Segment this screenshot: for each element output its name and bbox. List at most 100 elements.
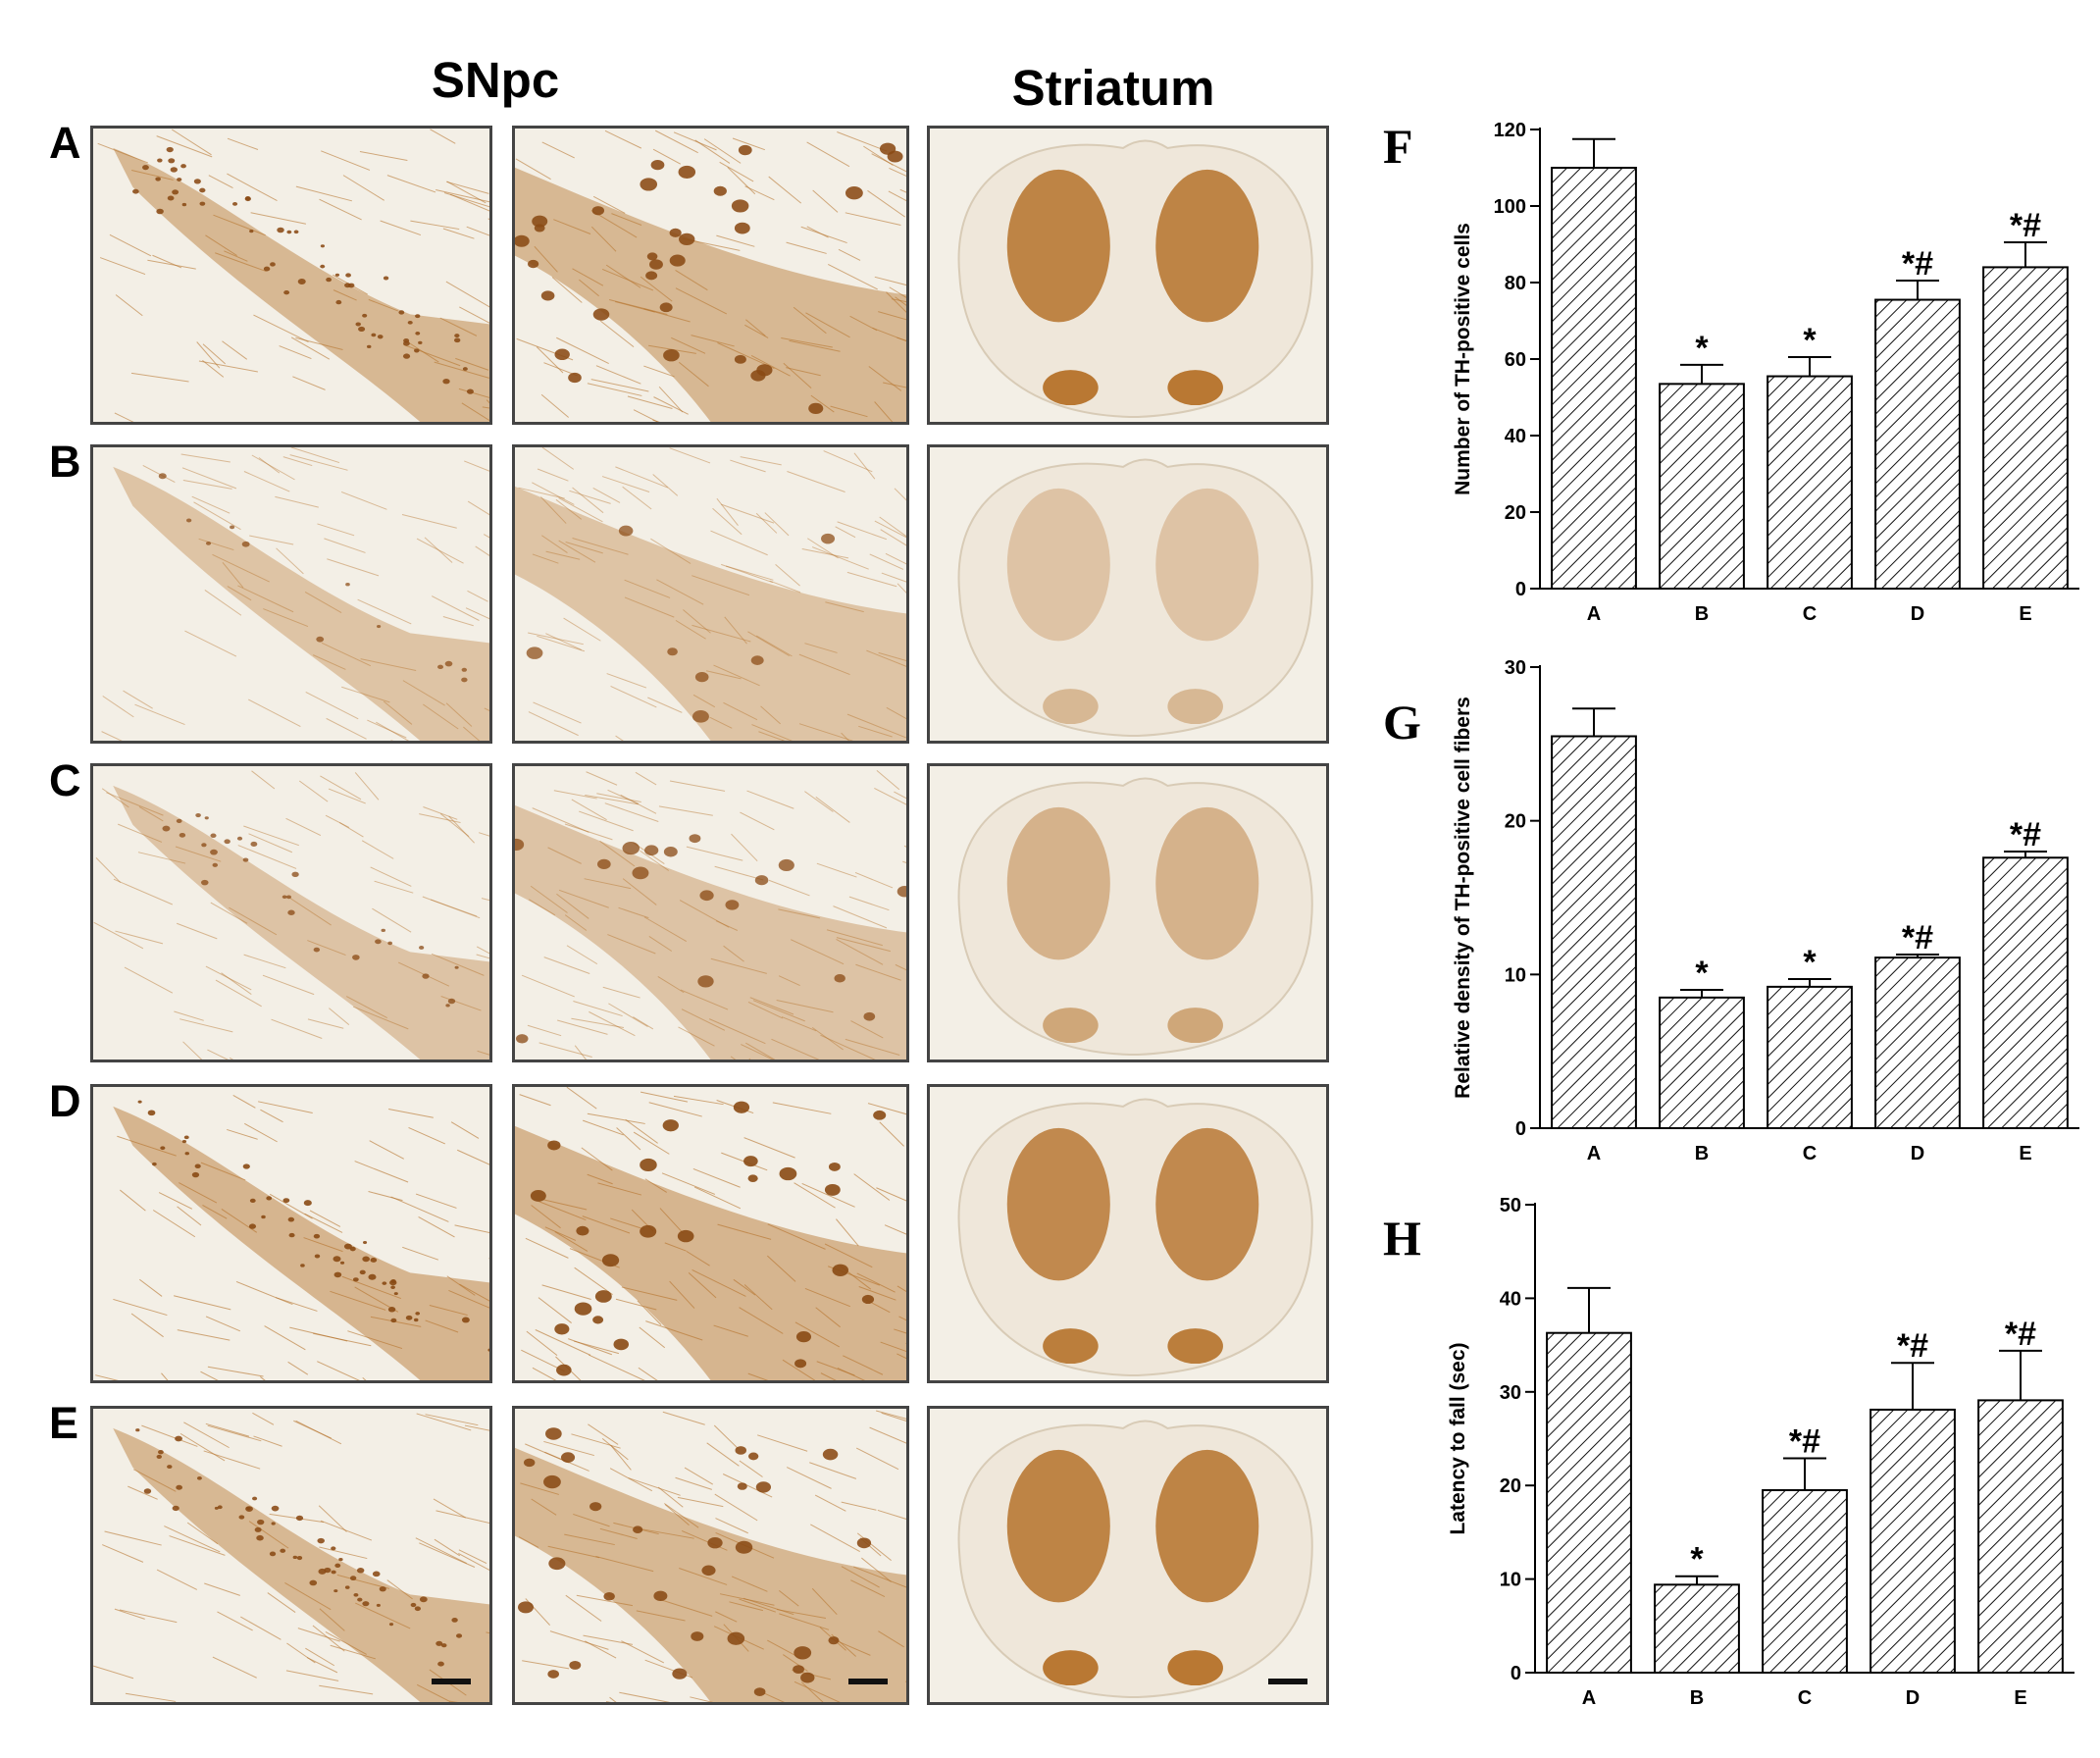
bar-chart-f: 0 20 40 60 80 100 120 Number of TH-positive cel…: [1452, 120, 2079, 625]
significance-marker: *#: [2010, 207, 2041, 244]
row-label-d: D: [49, 1076, 81, 1126]
tissue-image: [957, 1420, 1313, 1699]
row-label-e: E: [49, 1398, 79, 1448]
y-tick-label: 60: [1505, 349, 1526, 371]
bar-c: [1762, 1488, 1848, 1674]
scale-bar: [848, 1679, 888, 1684]
significance-marker: *: [1803, 322, 1817, 359]
significance-marker: *#: [2005, 1316, 2036, 1353]
micrograph-a-snpc-low-mag: [90, 126, 492, 425]
micrograph-d-snpc-high-mag: [512, 1084, 909, 1383]
y-tick-label: 0: [1515, 1118, 1526, 1140]
column-header-snpc: SNpc: [431, 52, 560, 108]
micrograph-b-striatum: [927, 444, 1329, 744]
bar-chart-g: 0 10 20 30 Relative density of TH-positive c…: [1452, 657, 2079, 1164]
y-tick-label: 0: [1511, 1663, 1521, 1684]
bar-c: [1767, 375, 1853, 590]
y-axis-label: Relative density of TH-positive cell fib…: [1452, 697, 1474, 1099]
tissue-image: [957, 777, 1313, 1057]
significance-marker: *#: [1902, 245, 1933, 283]
bar-e: [1977, 1399, 2064, 1675]
tissue-image: [515, 129, 906, 422]
tissue-image: [515, 447, 906, 741]
significance-marker: *: [1803, 944, 1817, 981]
y-tick-label: 40: [1500, 1288, 1521, 1310]
micrograph-d-snpc-low-mag: [90, 1084, 492, 1383]
y-axis-label: Number of TH-positive cells: [1452, 223, 1474, 495]
tissue-image: [515, 1087, 906, 1380]
micrograph-b-snpc-high-mag: [512, 444, 909, 744]
micrograph-e-snpc-low-mag: [90, 1406, 492, 1705]
y-tick-label: 20: [1500, 1475, 1521, 1497]
micrograph-a-snpc-high-mag: [512, 126, 909, 425]
row-label-a: A: [49, 118, 81, 168]
y-tick-label: 120: [1494, 120, 1526, 141]
x-tick-label: D: [1911, 603, 1924, 625]
y-tick-label: 10: [1505, 964, 1526, 986]
x-tick-label: E: [2014, 1687, 2026, 1709]
tissue-image: [957, 139, 1313, 419]
scale-bar: [432, 1679, 471, 1684]
chart-label-g: G: [1383, 695, 1421, 750]
x-tick-label: A: [1582, 1687, 1596, 1709]
column-header-striatum: Striatum: [1011, 60, 1215, 116]
row-label-c: C: [49, 755, 81, 805]
tissue-image: [97, 129, 489, 422]
y-axis-label: Latency to fall (sec): [1447, 1342, 1469, 1534]
significance-marker: *#: [1897, 1327, 1928, 1365]
x-tick-label: B: [1695, 1143, 1709, 1164]
micrograph-e-snpc-high-mag: [512, 1406, 909, 1705]
micrograph-e-striatum: [927, 1406, 1329, 1705]
y-tick-label: 30: [1505, 657, 1526, 679]
y-tick-label: 20: [1505, 502, 1526, 524]
y-tick-label: 30: [1500, 1382, 1521, 1404]
tissue-image: [95, 1095, 489, 1380]
x-tick-label: C: [1803, 1143, 1817, 1164]
significance-marker: *#: [2010, 816, 2041, 853]
micrograph-d-striatum: [927, 1084, 1329, 1383]
x-tick-label: B: [1695, 603, 1709, 625]
y-tick-label: 80: [1505, 273, 1526, 294]
significance-marker: *: [1695, 330, 1709, 367]
x-tick-label: C: [1803, 603, 1817, 625]
x-tick-label: D: [1906, 1687, 1920, 1709]
bar-b: [1654, 1583, 1740, 1675]
x-tick-label: A: [1587, 1143, 1601, 1164]
tissue-image: [93, 770, 489, 1060]
y-tick-label: 40: [1505, 426, 1526, 447]
y-tick-label: 50: [1500, 1195, 1521, 1216]
micrograph-a-striatum: [927, 126, 1329, 425]
x-tick-label: E: [2019, 603, 2031, 625]
y-tick-label: 100: [1494, 196, 1526, 218]
tissue-image: [101, 447, 489, 741]
bar-c: [1767, 985, 1853, 1129]
scale-bar: [1268, 1679, 1307, 1684]
tissue-image: [515, 1410, 906, 1702]
chart-label-h: H: [1383, 1211, 1421, 1266]
micrograph-c-striatum: [927, 763, 1329, 1062]
tissue-image: [515, 770, 906, 1060]
significance-marker: *: [1695, 955, 1709, 992]
x-tick-label: C: [1798, 1687, 1812, 1709]
bar-e: [1982, 266, 2069, 590]
micrograph-b-snpc-low-mag: [90, 444, 492, 744]
bar-d: [1870, 1408, 1956, 1674]
bar-e: [1982, 856, 2069, 1129]
micrograph-c-snpc-high-mag: [512, 763, 909, 1062]
bar-a: [1551, 167, 1637, 590]
x-tick-label: E: [2019, 1143, 2031, 1164]
significance-marker: *#: [1789, 1423, 1820, 1461]
chart-label-f: F: [1383, 119, 1413, 174]
significance-marker: *: [1690, 1541, 1704, 1578]
bar-a: [1546, 1331, 1632, 1674]
tissue-image: [957, 458, 1313, 738]
y-tick-label: 20: [1505, 811, 1526, 833]
tissue-image: [93, 1412, 489, 1702]
row-label-b: B: [49, 437, 81, 487]
y-tick-label: 0: [1515, 579, 1526, 600]
bar-a: [1551, 735, 1637, 1129]
bar-d: [1874, 957, 1961, 1129]
x-tick-label: B: [1690, 1687, 1704, 1709]
significance-marker: *#: [1902, 919, 1933, 957]
bar-b: [1659, 996, 1745, 1130]
